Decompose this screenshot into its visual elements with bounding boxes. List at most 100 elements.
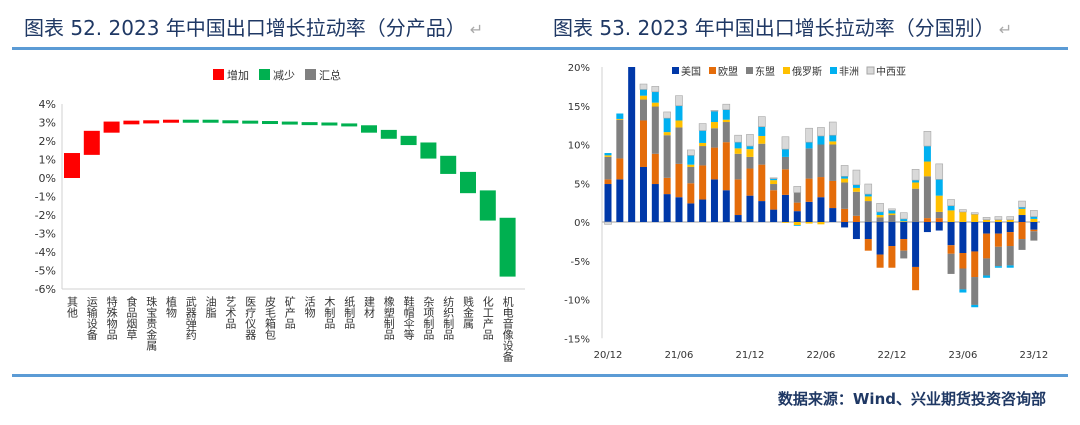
stacked-segment-eu [663,177,671,195]
stacked-segment-asean [947,253,955,274]
stacked-segment-us [770,209,778,222]
stacked-segment-cwa [1030,210,1038,217]
stacked-segment-russia [639,95,647,100]
stacked-segment-us [983,222,991,234]
stacked-segment-eu [923,218,931,222]
stacked-segment-russia [959,211,967,222]
right-y-tick-label: -10% [564,296,590,307]
stacked-segment-russia [876,215,884,218]
stacked-segment-russia [710,122,718,129]
stacked-segment-cwa [805,127,813,143]
stacked-segment-asean [734,153,742,180]
left-x-tick-label: 艺术品 [224,296,237,329]
legend-swatch-total [305,69,316,80]
legend-swatch-russia [783,67,790,74]
stacked-segment-africa [912,180,920,183]
bottom-rule [12,374,1068,377]
stacked-segment-africa [710,111,718,123]
stacked-segment-us [994,222,1002,234]
stacked-segment-eu [994,233,1002,247]
stacked-segment-eu [687,183,695,204]
stacked-segment-asean [722,122,730,143]
stacked-segment-cwa [687,149,695,156]
stacked-segment-africa [829,135,837,142]
stacked-segment-eu [746,168,754,196]
stacked-segment-us [675,197,683,222]
stacked-segment-africa [864,194,872,197]
stacked-segment-eu [710,147,718,180]
left-x-tick-label: 油脂 [204,295,217,319]
legend-swatch-increase [213,69,224,80]
stacked-segment-asean [663,135,671,178]
stacked-segment-us [616,179,624,222]
right-x-tick-label: 22/12 [878,350,907,361]
left-x-tick-label: 医疗仪器 [244,296,257,341]
left-x-tick-label: 植物 [165,295,178,318]
legend-label-africa: 非洲 [839,66,859,78]
left-x-tick-label: 纸制品 [343,296,356,329]
stacked-segment-eu [639,120,647,167]
right-chart-title: 图表 53. 2023 年中国出口增长拉动率（分国别） ↵ [553,12,1012,41]
stacked-segment-africa [699,130,707,143]
stacked-segment-us [1018,215,1026,222]
stacked-segment-russia [805,222,813,224]
waterfall-bar [64,153,80,178]
left-x-tick-label: 运输设备 [85,296,98,341]
stacked-segment-asean [971,277,979,305]
waterfall-bar [143,120,160,124]
stacked-segment-cwa [781,136,790,150]
legend-label-russia: 俄罗斯 [792,65,822,78]
stacked-segment-us [1030,222,1038,230]
stacked-segment-asean [841,182,849,209]
stacked-segment-us [947,222,955,246]
stacked-segment-cwa [864,183,873,195]
stacked-segment-africa [616,113,624,119]
stacked-segment-africa [722,109,730,120]
waterfall-bar [202,119,219,123]
stacked-segment-cwa [1006,216,1015,220]
stacked-segment-africa [805,142,813,149]
left-x-tick-label: 化工产品 [481,295,494,340]
legend-label-increase: 增加 [227,68,249,82]
stacked-segment-asean [675,127,683,164]
legend-label-us: 美国 [681,65,701,78]
stacked-segment-russia [1030,218,1038,222]
left-title-text: 图表 52. 2023 年中国出口增长拉动率（分产品） [24,16,466,40]
stacked-segment-eu [912,266,920,291]
stacked-segment-russia [935,195,943,212]
stacked-segment-cwa [923,131,932,147]
left-x-tick-label: 木制品 [323,296,336,329]
left-y-tick-label: 4% [39,98,56,111]
title-rule [12,47,1068,50]
left-y-tick-label: -6% [35,283,56,296]
stacked-segment-russia [616,118,624,120]
stacked-segment-africa [1018,207,1026,209]
stacked-segment-asean [900,250,908,259]
right-x-tick-label: 21/12 [736,350,765,361]
legend-label-cwa: 中西亚 [876,65,906,78]
stacked-segment-russia [947,210,955,222]
stacked-segment-asean [805,148,813,179]
stacked-segment-cwa [722,103,731,110]
stacked-segment-africa [900,218,908,222]
stacked-segment-cwa [639,83,648,90]
stacked-segment-eu [900,239,908,251]
stacked-segment-africa [687,155,695,165]
stacked-segment-russia [983,219,991,222]
stacked-segment-eu [793,202,801,212]
stacked-segment-us [971,222,979,252]
stacked-segment-africa [770,178,778,181]
stacked-segment-africa [971,304,979,308]
stacked-segment-russia [604,155,612,157]
stacked-segment-russia [770,180,778,185]
legend-swatch-us [672,67,679,74]
stacked-segment-us [864,222,872,240]
stacked-segment-asean [852,191,860,216]
right-y-tick-label: 20% [568,63,590,74]
stacked-segment-asean [770,184,778,191]
stacked-segment-asean [687,166,695,184]
stacked-segment-cwa [899,212,908,220]
left-x-tick-label: 橡塑制品 [382,296,395,340]
left-x-tick-label: 贱金属 [462,296,475,330]
